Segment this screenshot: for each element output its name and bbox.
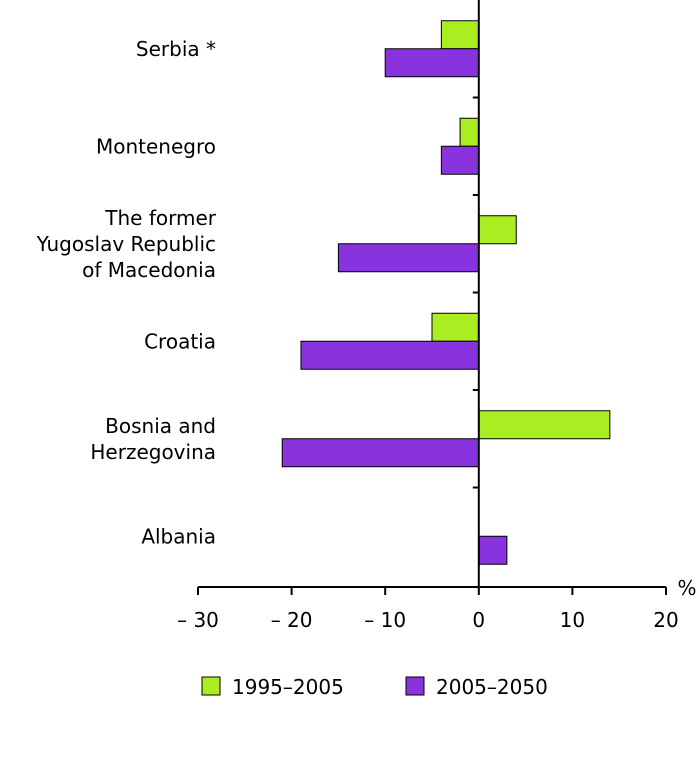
category-label: Bosnia and bbox=[105, 414, 216, 438]
x-tick-label: – 20 bbox=[271, 608, 313, 632]
x-tick-label: – 30 bbox=[177, 608, 219, 632]
category-label: Albania bbox=[141, 524, 216, 548]
legend: 1995–2005 2005–2050 bbox=[201, 675, 548, 699]
category-label: The former bbox=[104, 206, 216, 230]
bar bbox=[478, 410, 611, 440]
bars bbox=[281, 20, 611, 565]
legend-label: 2005–2050 bbox=[436, 675, 548, 699]
bar bbox=[337, 243, 480, 273]
category-label: Croatia bbox=[144, 329, 216, 353]
bar bbox=[281, 438, 480, 468]
axes bbox=[198, 0, 666, 588]
bar bbox=[478, 535, 508, 565]
bar bbox=[440, 20, 480, 50]
category-label: Montenegro bbox=[96, 134, 216, 158]
x-tick-label: 10 bbox=[560, 608, 585, 632]
legend-label: 1995–2005 bbox=[232, 675, 344, 699]
x-tick-label: 20 bbox=[653, 608, 678, 632]
bar bbox=[384, 48, 480, 78]
bar bbox=[459, 117, 480, 147]
x-ticks: – 30 – 20 – 10 0 10 20 bbox=[177, 587, 679, 632]
legend-swatch bbox=[201, 676, 221, 696]
category-label: Serbia * bbox=[136, 37, 216, 61]
category-label: Herzegovina bbox=[90, 440, 216, 464]
bar bbox=[300, 340, 480, 370]
category-label: of Macedonia bbox=[82, 258, 216, 282]
bar bbox=[478, 215, 517, 245]
category-label: Yugoslav Republic bbox=[36, 232, 216, 256]
bar bbox=[440, 145, 480, 175]
x-tick-label: – 10 bbox=[364, 608, 406, 632]
unit-label: % bbox=[677, 576, 696, 600]
legend-swatch bbox=[405, 676, 425, 696]
bar bbox=[431, 312, 480, 342]
x-tick-label: 0 bbox=[472, 608, 485, 632]
